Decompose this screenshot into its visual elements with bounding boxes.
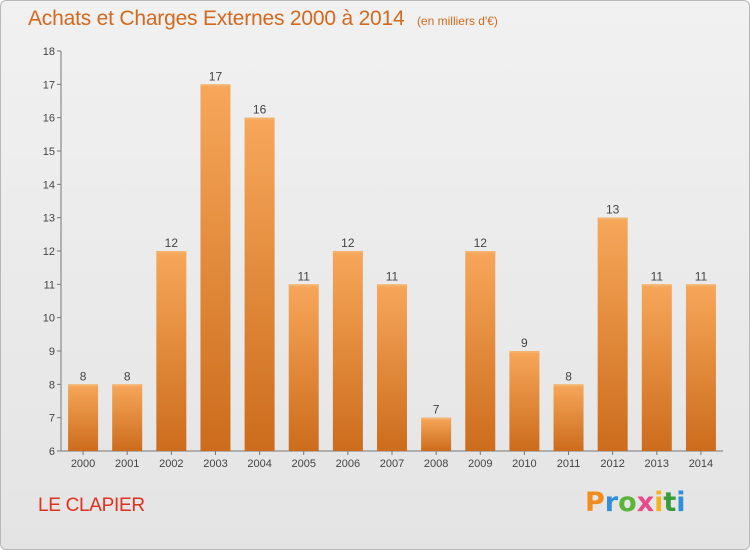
y-tick-label: 15 — [43, 146, 55, 158]
value-label-2006: 12 — [341, 236, 355, 250]
y-tick-label: 9 — [49, 346, 55, 358]
bar-2006 — [332, 251, 363, 451]
bar-2002 — [156, 251, 187, 451]
x-tick-label-2014: 2014 — [689, 458, 713, 470]
bar-2007 — [377, 284, 407, 451]
value-label-2003: 17 — [209, 69, 223, 83]
value-label-2009: 12 — [474, 236, 488, 250]
value-label-2012: 13 — [606, 203, 620, 217]
y-tick-label: 16 — [43, 113, 55, 125]
bar-top-highlight — [377, 284, 407, 287]
bar-2009 — [465, 251, 496, 451]
bar-top-highlight — [509, 351, 540, 353]
y-tick-label: 11 — [44, 279, 55, 291]
y-tick-label: 8 — [49, 379, 55, 391]
value-label-2005: 11 — [297, 269, 310, 283]
chart-unit: (en milliers d'€) — [416, 14, 498, 28]
x-tick-label-2006: 2006 — [336, 458, 360, 470]
x-tick-label-2013: 2013 — [645, 458, 669, 470]
value-label-2010: 9 — [521, 336, 528, 350]
bar-top-highlight — [200, 84, 231, 87]
bar-2005 — [288, 284, 319, 451]
proxiti-logo[interactable]: Proxiti — [585, 487, 686, 518]
bar-2011 — [553, 384, 584, 451]
bar-top-highlight — [421, 417, 452, 420]
logo-letter: t — [663, 487, 677, 518]
value-label-2000: 8 — [80, 369, 87, 383]
bar-2010 — [509, 351, 540, 451]
bar-2014 — [685, 284, 716, 451]
y-tick-label: 13 — [43, 213, 55, 225]
logo-letter: i — [654, 487, 664, 518]
bar-top-highlight — [641, 284, 672, 287]
bar-2000 — [68, 384, 99, 451]
place-name: LE CLAPIER — [38, 495, 145, 516]
x-tick-label-2012: 2012 — [600, 458, 624, 470]
y-axis: 6 7 8 9 10 11 12 13 14 15 16 17 18 — [43, 46, 62, 458]
x-tick-label-2007: 2007 — [380, 458, 404, 470]
value-label-2013: 11 — [651, 269, 664, 283]
bar-2012 — [597, 217, 628, 451]
value-label-2001: 8 — [124, 369, 131, 383]
logo-letter: P — [585, 487, 605, 518]
x-axis: 2000 2001 2002 2003 2004 2005 2006 2007 2008 2009… — [61, 450, 723, 470]
bar-top-highlight — [553, 384, 584, 387]
value-label-2008: 7 — [433, 403, 440, 417]
y-tick-label: 18 — [43, 46, 55, 58]
x-tick-label-2004: 2004 — [247, 458, 271, 470]
bar-top-highlight — [68, 384, 99, 387]
value-label-2014: 11 — [695, 269, 708, 283]
logo-letter: i — [676, 487, 686, 518]
x-tick-label-2002: 2002 — [159, 458, 183, 470]
bar-top-highlight — [112, 384, 143, 387]
bar-2003 — [200, 84, 231, 451]
value-label-2011: 8 — [565, 369, 572, 383]
bar-top-highlight — [685, 284, 716, 287]
bar-top-highlight — [244, 117, 275, 120]
value-label-2004: 16 — [253, 103, 267, 117]
y-tick-label: 17 — [43, 79, 55, 91]
chart-title: Achats et Charges Externes 2000 à 2014 — [28, 7, 405, 30]
bar-top-highlight — [597, 217, 628, 220]
x-tick-label-2000: 2000 — [71, 458, 95, 470]
y-tick-label: 14 — [43, 179, 55, 191]
logo-letter: r — [604, 487, 619, 518]
logo-letter: o — [618, 487, 637, 518]
x-tick-label-2003: 2003 — [203, 458, 227, 470]
y-tick-label: 10 — [43, 313, 55, 325]
x-tick-label-2009: 2009 — [468, 458, 492, 470]
y-tick-label: 6 — [49, 446, 55, 458]
x-tick-label-2010: 2010 — [512, 458, 536, 470]
value-labels: 8 8 12 17 16 11 12 11 7 12 9 8 13 11 11 — [80, 69, 708, 416]
y-tick-label: 7 — [49, 413, 55, 425]
y-tick-label: 12 — [43, 246, 55, 258]
value-label-2002: 12 — [165, 236, 179, 250]
bar-2013 — [641, 284, 672, 451]
title-row: Achats et Charges Externes 2000 à 2014 (… — [28, 7, 498, 31]
logo-letter: x — [636, 487, 655, 518]
bar-top-highlight — [156, 251, 187, 253]
bar-2004 — [244, 117, 275, 452]
bar-top-highlight — [332, 251, 363, 253]
bar-2001 — [112, 384, 143, 451]
x-tick-label-2008: 2008 — [424, 458, 448, 470]
bar-top-highlight — [288, 284, 319, 287]
x-tick-label-2005: 2005 — [291, 458, 315, 470]
bar-2008 — [421, 417, 452, 451]
value-label-2007: 11 — [386, 269, 399, 283]
x-tick-label-2011: 2011 — [557, 458, 581, 470]
x-tick-label-2001: 2001 — [115, 458, 139, 470]
bars — [68, 84, 716, 452]
bar-top-highlight — [465, 251, 496, 253]
